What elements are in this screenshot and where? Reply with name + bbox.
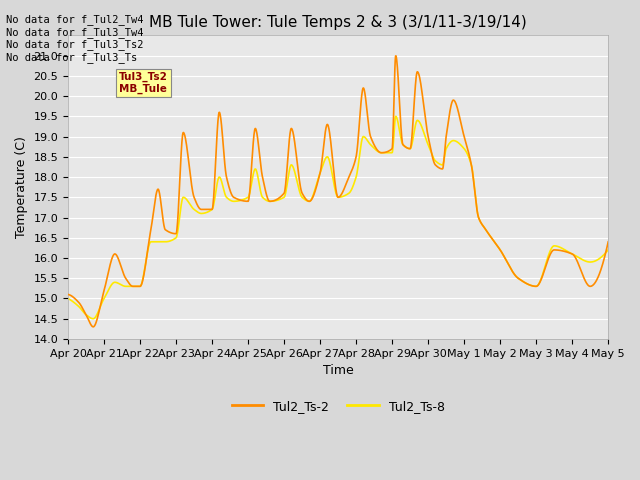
X-axis label: Time: Time [323, 364, 353, 377]
Y-axis label: Temperature (C): Temperature (C) [15, 136, 28, 238]
Legend: Tul2_Ts-2, Tul2_Ts-8: Tul2_Ts-2, Tul2_Ts-8 [227, 395, 450, 418]
Text: No data for f_Tul2_Tw4
No data for f_Tul3_Tw4
No data for f_Tul3_Ts2
No data for: No data for f_Tul2_Tw4 No data for f_Tul… [6, 14, 144, 63]
Title: MB Tule Tower: Tule Temps 2 & 3 (3/1/11-3/19/14): MB Tule Tower: Tule Temps 2 & 3 (3/1/11-… [149, 15, 527, 30]
Text: Tul3_Ts2
MB_Tule: Tul3_Ts2 MB_Tule [119, 72, 168, 94]
